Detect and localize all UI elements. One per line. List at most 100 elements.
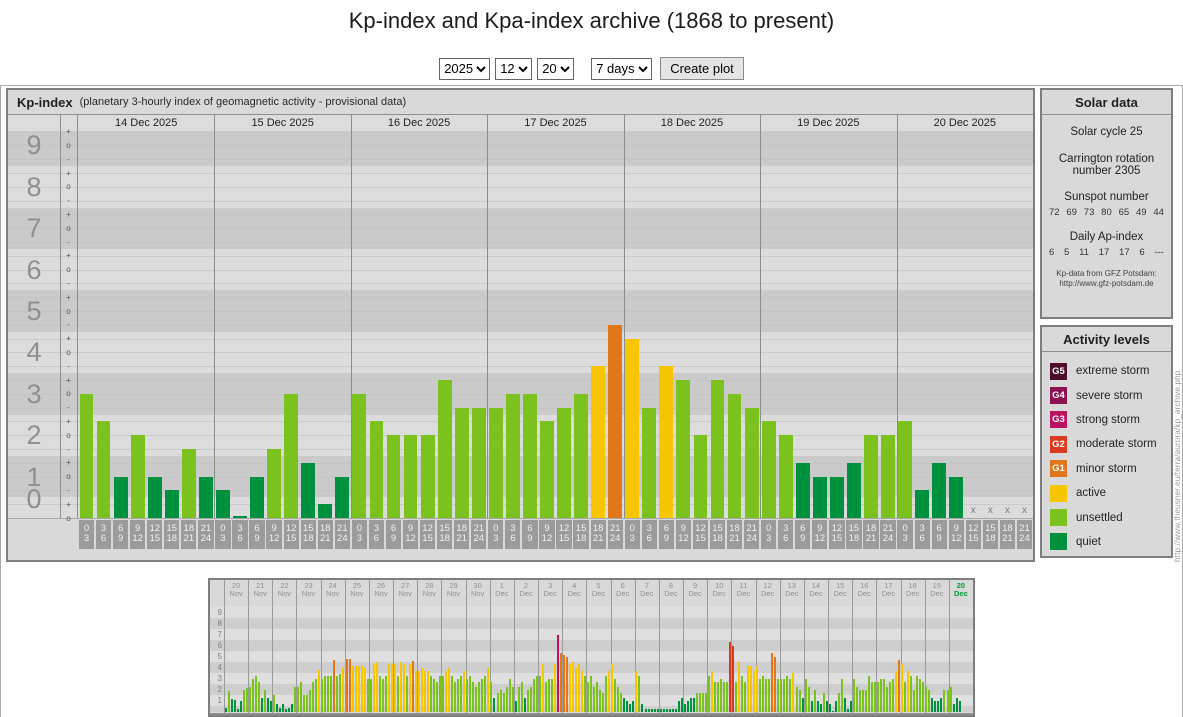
- overview-bar: [481, 678, 484, 712]
- date-label: 20 Dec 2025: [933, 117, 996, 129]
- overview-day-month: Dec: [640, 589, 654, 598]
- gfz-credit-line1: Kp-data from GFZ Potsdam:: [1056, 269, 1157, 278]
- legend-row: unsettled: [1042, 505, 1171, 529]
- kp-gridline: [8, 338, 1033, 340]
- overview-day-number: 8: [668, 581, 674, 590]
- hour-start: 18: [319, 523, 331, 534]
- date-label: 15 Dec 2025: [251, 117, 314, 129]
- overview-bar: [581, 671, 584, 712]
- hour-end: 18: [166, 533, 178, 544]
- missing-data-mark: x: [1021, 505, 1027, 516]
- kp-bar: [693, 435, 708, 518]
- overview-bar: [792, 673, 795, 712]
- kp-bar: [420, 435, 435, 518]
- overview-bar: [291, 704, 294, 712]
- kp-gridline: [8, 131, 1033, 133]
- hour-start: 21: [473, 523, 485, 534]
- overview-bar: [632, 700, 635, 712]
- hour-end: 21: [729, 533, 740, 544]
- overview-day-number: 19: [932, 581, 941, 590]
- overview-bar: [819, 704, 822, 712]
- kp-gridline: [8, 490, 1033, 492]
- overview-bar: [801, 697, 804, 712]
- sunspot-value: 69: [1066, 207, 1077, 218]
- hour-start: 3: [237, 523, 243, 534]
- y-axis-tick: o: [66, 389, 71, 399]
- kp-bar: [454, 407, 469, 518]
- overview-bar: [843, 697, 846, 712]
- solar-data-panel: Solar data Solar cycle 25 Carrington rot…: [1040, 88, 1173, 319]
- overview-bar: [786, 675, 789, 712]
- day-select[interactable]: 20: [537, 57, 575, 80]
- overview-bar: [445, 671, 448, 712]
- overview-bar: [294, 686, 297, 712]
- overview-bar: [955, 697, 958, 712]
- range-select[interactable]: 7 days: [591, 57, 653, 80]
- overview-bar: [608, 671, 611, 712]
- overview-bar: [393, 664, 396, 712]
- overview-day-number: 24: [328, 581, 337, 590]
- kp-index-panel: Kp-index (planetary 3-hourly index of ge…: [6, 88, 1035, 562]
- kp-gridline: [8, 200, 1033, 202]
- hour-end: 6: [646, 533, 652, 544]
- overview-bar: [937, 700, 940, 712]
- overview-day-month: Dec: [736, 589, 751, 598]
- overview-day-number: 6: [620, 581, 625, 590]
- year-select[interactable]: 2025: [439, 57, 491, 80]
- axis-column-border: [60, 115, 61, 518]
- kp-bar: [557, 407, 571, 518]
- overview-bar: [279, 707, 282, 712]
- overview-day-month: Nov: [446, 589, 461, 598]
- overview-bar: [342, 667, 345, 712]
- overview-band-9: [210, 607, 973, 619]
- solar-panel-header: Solar data: [1042, 90, 1171, 115]
- overview-day-label: 6 Dec: [611, 582, 635, 598]
- overview-bar: [472, 682, 475, 712]
- overview-day-number: 25: [352, 581, 362, 590]
- hour-end: 24: [1019, 533, 1030, 544]
- kp-bar: [505, 393, 520, 518]
- overview-bar: [351, 665, 354, 712]
- hour-start: 15: [439, 523, 450, 534]
- carrington-text: Carrington rotation number 2305: [1042, 153, 1171, 177]
- overview-bar: [339, 674, 342, 712]
- sunspot-value: 72: [1049, 207, 1060, 218]
- overview-day-gridline: [393, 580, 395, 715]
- overview-bar: [514, 700, 517, 712]
- hour-start: 3: [783, 523, 789, 534]
- overview-bar: [795, 686, 798, 712]
- month-select[interactable]: 12: [495, 57, 533, 80]
- hour-start: 0: [629, 523, 635, 534]
- hour-end: 3: [356, 533, 363, 544]
- overview-day-month: Dec: [760, 589, 775, 598]
- overview-day-label: 27 Nov: [393, 582, 417, 598]
- overview-bar: [254, 675, 257, 712]
- overview-axis-number-3: 3: [217, 674, 222, 684]
- legend-swatch: [1050, 484, 1067, 502]
- overview-bar: [928, 689, 931, 712]
- overview-axis-number-5: 5: [217, 652, 222, 662]
- overview-bar: [704, 693, 707, 712]
- overview-day-number: 13: [787, 581, 796, 590]
- kp-gridline: [8, 324, 1033, 326]
- sunspot-label: Sunspot number: [1064, 191, 1149, 203]
- overview-bar: [511, 686, 514, 712]
- overview-bar: [242, 689, 245, 712]
- create-plot-button[interactable]: Create plot: [660, 57, 744, 80]
- overview-bar: [517, 686, 520, 712]
- overview-day-month: Dec: [688, 589, 702, 598]
- overview-bar: [846, 708, 849, 712]
- solar-cycle-text: Solar cycle 25: [1070, 126, 1143, 138]
- kp-gridline: [8, 255, 1033, 257]
- overview-bar: [807, 686, 810, 712]
- kp-band-5: [8, 290, 1033, 332]
- overview-day-month: Dec: [567, 589, 581, 598]
- overview-day-gridline: [320, 580, 322, 715]
- hour-start: 6: [527, 523, 533, 534]
- hour-end: 24: [746, 533, 757, 544]
- kp-gridline: [8, 462, 1033, 464]
- overview-bar: [834, 700, 837, 712]
